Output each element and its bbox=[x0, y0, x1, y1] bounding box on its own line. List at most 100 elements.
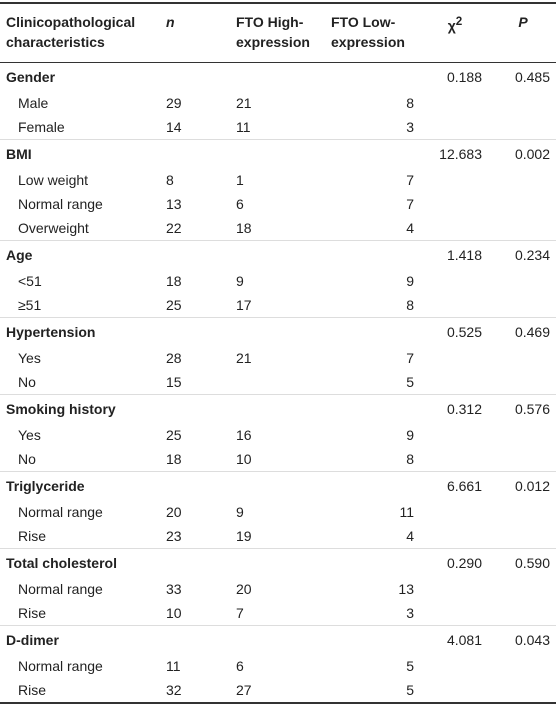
cell bbox=[420, 115, 488, 140]
sub-row: No 15 5 bbox=[0, 370, 556, 395]
sub-label: Yes bbox=[18, 427, 41, 443]
cell bbox=[488, 370, 556, 395]
header-cell: P bbox=[488, 2, 556, 63]
header-cell: FTO Low-expression bbox=[325, 2, 420, 63]
cell bbox=[488, 293, 556, 318]
cell bbox=[488, 577, 556, 601]
sub-label: No bbox=[18, 451, 36, 467]
n-cell: 29 bbox=[166, 95, 182, 111]
chi2-cell: 6.661 bbox=[420, 471, 488, 500]
chi2-cell: 0.525 bbox=[420, 317, 488, 346]
cell bbox=[160, 139, 230, 168]
cell bbox=[230, 317, 325, 346]
low-cell: 7 bbox=[406, 350, 414, 366]
chi2-cell: 1.418 bbox=[420, 240, 488, 269]
sub-row: Normal range 33 20 13 bbox=[0, 577, 556, 601]
n-cell: 28 bbox=[166, 350, 182, 366]
sub-row: Rise 23 19 4 bbox=[0, 524, 556, 549]
sub-row: Male 29 21 8 bbox=[0, 91, 556, 115]
cell bbox=[230, 625, 325, 654]
sub-label: Normal range bbox=[18, 504, 103, 520]
chi2-cell: 0.188 bbox=[446, 69, 482, 85]
cell bbox=[325, 625, 420, 654]
n-cell: 10 bbox=[166, 605, 182, 621]
sub-label: Normal range bbox=[18, 581, 103, 597]
cell bbox=[488, 346, 556, 370]
n-cell: 25 bbox=[166, 297, 182, 313]
cell bbox=[420, 654, 488, 678]
sub-row: Normal range 11 6 5 bbox=[0, 654, 556, 678]
cell bbox=[325, 63, 420, 92]
n-cell: 32 bbox=[160, 678, 230, 704]
sub-row: Overweight 22 18 4 bbox=[0, 216, 556, 241]
group-name: Gender bbox=[6, 69, 56, 85]
group-row: D-dimer 4.081 0.043 bbox=[0, 625, 556, 654]
sub-row: Female 14 11 3 bbox=[0, 115, 556, 140]
cell bbox=[420, 91, 488, 115]
group-row: Smoking history 0.312 0.576 bbox=[0, 394, 556, 423]
cell bbox=[420, 216, 488, 241]
high-cell: 21 bbox=[236, 350, 252, 366]
n-cell: 8 bbox=[166, 172, 174, 188]
cell bbox=[488, 216, 556, 241]
low-cell: 8 bbox=[406, 451, 414, 467]
group-name: Triglyceride bbox=[0, 471, 160, 500]
high-cell: 7 bbox=[236, 605, 244, 621]
cell bbox=[325, 139, 420, 168]
high-cell: 21 bbox=[236, 95, 252, 111]
group-row: Age 1.418 0.234 bbox=[0, 240, 556, 269]
chi2-cell: 4.081 bbox=[420, 625, 488, 654]
p-cell: 0.590 bbox=[488, 548, 556, 577]
cell bbox=[420, 447, 488, 472]
cell bbox=[420, 500, 488, 524]
cell bbox=[420, 601, 488, 626]
group-name: Total cholesterol bbox=[0, 548, 160, 577]
high-cell: 6 bbox=[236, 196, 244, 212]
n-cell: 23 bbox=[166, 528, 182, 544]
group-row: Total cholesterol 0.290 0.590 bbox=[0, 548, 556, 577]
low-cell: 9 bbox=[406, 427, 414, 443]
cell bbox=[420, 192, 488, 216]
low-cell: 3 bbox=[406, 119, 414, 135]
header-cell: χ2 bbox=[420, 2, 488, 63]
low-cell: 5 bbox=[325, 678, 420, 704]
group-row: Hypertension 0.525 0.469 bbox=[0, 317, 556, 346]
cell bbox=[230, 240, 325, 269]
sub-row: Low weight 8 1 7 bbox=[0, 168, 556, 192]
header-cell: n bbox=[160, 2, 230, 63]
p-cell: 0.469 bbox=[488, 317, 556, 346]
cell bbox=[488, 269, 556, 293]
sub-label: Male bbox=[18, 95, 49, 111]
n-cell: 11 bbox=[166, 658, 181, 674]
n-cell: 15 bbox=[166, 374, 182, 390]
p-cell: 0.234 bbox=[488, 240, 556, 269]
group-row: BMI 12.683 0.002 bbox=[0, 139, 556, 168]
p-cell: 0.043 bbox=[488, 625, 556, 654]
sub-row: Normal range 13 6 7 bbox=[0, 192, 556, 216]
low-cell: 8 bbox=[406, 95, 414, 111]
sub-row: No 18 10 8 bbox=[0, 447, 556, 472]
n-cell: 25 bbox=[166, 427, 182, 443]
sub-label: Low weight bbox=[18, 172, 89, 188]
header-row: Clinicopathological characteristics n FTO … bbox=[0, 2, 556, 63]
sub-row: Normal range 20 9 11 bbox=[0, 500, 556, 524]
header-sup: 2 bbox=[455, 15, 463, 28]
group-row: Gender 0.188 0.485 bbox=[0, 63, 556, 92]
high-cell: 11 bbox=[236, 119, 251, 135]
cell bbox=[160, 317, 230, 346]
cell bbox=[420, 269, 488, 293]
chi2-cell: 0.312 bbox=[420, 394, 488, 423]
low-cell: 7 bbox=[406, 172, 414, 188]
group-name: Hypertension bbox=[0, 317, 160, 346]
high-cell: 18 bbox=[236, 220, 252, 236]
sub-row: Rise 32 27 5 bbox=[0, 678, 556, 704]
cell bbox=[488, 678, 556, 704]
high-cell: 16 bbox=[236, 427, 252, 443]
high-cell: 10 bbox=[236, 451, 252, 467]
n-cell: 18 bbox=[166, 273, 182, 289]
high-cell: 6 bbox=[236, 658, 244, 674]
high-cell: 20 bbox=[236, 581, 252, 597]
cell bbox=[160, 394, 230, 423]
n-cell: 18 bbox=[166, 451, 182, 467]
cell bbox=[488, 524, 556, 549]
